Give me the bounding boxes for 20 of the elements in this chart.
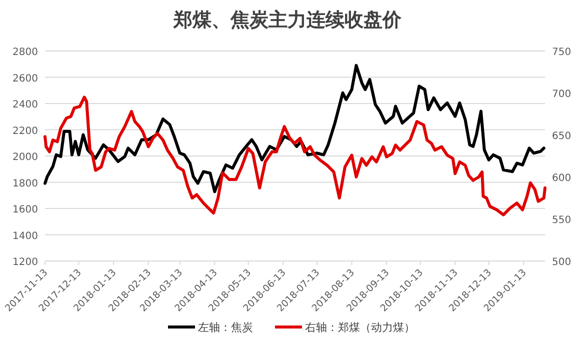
legend-label: 左轴：焦炭: [198, 321, 253, 334]
y2-tick-label: 750: [552, 47, 572, 58]
y2-tick-label: 650: [552, 131, 572, 142]
line-series: [44, 64, 546, 194]
legend-label: 右轴：郑煤（动力煤）: [305, 321, 415, 334]
y-tick-label: 1200: [12, 257, 38, 268]
y-tick-label: 2600: [12, 73, 38, 84]
y-tick-label: 2200: [12, 126, 38, 137]
y-tick-label: 2000: [12, 152, 38, 163]
y-tick-label: 1400: [12, 230, 38, 242]
y2-tick-label: 700: [552, 89, 572, 100]
y-tick-label: 1800: [12, 178, 38, 190]
y2-tick-label: 500: [552, 257, 572, 268]
y2-tick-label: 600: [552, 173, 572, 184]
y-tick-label: 1600: [12, 204, 38, 216]
y-tick-label: 2400: [12, 100, 38, 110]
line-series: [44, 96, 546, 216]
y2-tick-label: 550: [552, 215, 572, 226]
chart-title: 郑煤、焦炭主力连续收盘价: [172, 9, 402, 31]
y-tick-label: 2800: [12, 47, 38, 58]
